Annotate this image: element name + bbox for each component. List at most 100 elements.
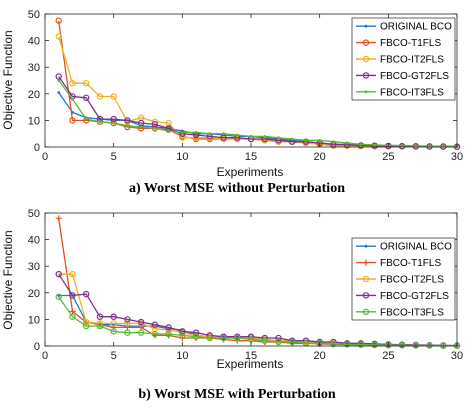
x-tick-label: 0 bbox=[42, 151, 48, 163]
data-point bbox=[55, 215, 62, 222]
legend-entry: FBCO-IT2FLS bbox=[356, 275, 444, 286]
chart-panel-a: a) Worst MSE without Perturbation Experi… bbox=[1, 9, 463, 196]
data-point bbox=[82, 79, 90, 87]
y-tick-label: 40 bbox=[28, 36, 40, 48]
legend-label: FBCO-T1FLS bbox=[380, 258, 441, 269]
data-point bbox=[82, 290, 90, 298]
data-point bbox=[263, 134, 267, 138]
data-point bbox=[359, 142, 363, 146]
y-axis-label-a: Objective Function bbox=[1, 30, 15, 129]
data-point bbox=[110, 324, 117, 331]
legend-marker bbox=[362, 39, 370, 46]
data-point bbox=[98, 120, 102, 124]
y-tick-label: 20 bbox=[28, 288, 40, 300]
data-point bbox=[84, 117, 88, 121]
data-point bbox=[234, 334, 241, 342]
data-point bbox=[96, 93, 104, 100]
legend-entry: FBCO-GT2FLS bbox=[356, 71, 449, 82]
data-point bbox=[112, 121, 116, 125]
data-point bbox=[277, 136, 280, 140]
legend-entry: FBCO-IT3FLS bbox=[356, 307, 444, 318]
legend-entry: FBCO-IT3FLS bbox=[356, 87, 444, 98]
legend-label: ORIGINAL BCO bbox=[380, 242, 452, 253]
data-point bbox=[373, 143, 376, 147]
x-axis-label-b: Experiments bbox=[217, 357, 284, 371]
legend-entry: FBCO-IT2FLS bbox=[356, 55, 444, 66]
data-point bbox=[179, 134, 186, 141]
data-point bbox=[192, 329, 200, 336]
y-tick-label: 0 bbox=[34, 142, 40, 154]
data-point bbox=[96, 313, 104, 320]
data-point bbox=[330, 340, 337, 348]
data-point bbox=[124, 316, 131, 323]
data-point bbox=[82, 94, 90, 101]
data-point bbox=[69, 308, 76, 315]
data-point bbox=[165, 330, 172, 338]
data-point bbox=[426, 342, 433, 349]
data-point bbox=[110, 320, 117, 327]
data-point bbox=[124, 329, 131, 336]
data-point bbox=[398, 342, 406, 349]
x-tick-label: 0 bbox=[42, 350, 48, 362]
y-tick-label: 20 bbox=[28, 89, 40, 101]
y-tick-label: 0 bbox=[34, 341, 40, 353]
data-point bbox=[124, 324, 131, 331]
data-point bbox=[165, 324, 172, 331]
data-point bbox=[249, 134, 253, 138]
legend-entry: FBCO-GT2FLS bbox=[356, 291, 449, 302]
legend-entry: ORIGINAL BCO bbox=[356, 242, 452, 253]
data-point bbox=[110, 313, 117, 320]
x-tick-label: 25 bbox=[382, 151, 394, 163]
x-tick-label: 5 bbox=[111, 350, 117, 362]
y-tick-label: 30 bbox=[28, 261, 40, 273]
legend-label: FBCO-GT2FLS bbox=[380, 291, 449, 302]
series-line bbox=[58, 80, 457, 147]
legend-marker bbox=[362, 55, 370, 63]
data-point bbox=[208, 132, 212, 136]
data-point bbox=[139, 125, 143, 129]
data-point bbox=[357, 142, 365, 149]
x-tick-label: 30 bbox=[451, 350, 463, 362]
x-tick-label: 20 bbox=[314, 350, 326, 362]
data-point bbox=[400, 144, 404, 148]
data-point bbox=[126, 124, 129, 128]
data-point bbox=[275, 338, 282, 346]
data-point bbox=[343, 341, 351, 348]
data-point bbox=[55, 17, 62, 24]
data-point bbox=[69, 79, 76, 87]
x-tick-label: 20 bbox=[314, 151, 326, 163]
data-point bbox=[151, 321, 159, 328]
legend-label: FBCO-IT2FLS bbox=[380, 275, 444, 286]
legend-entry: FBCO-T1FLS bbox=[356, 258, 441, 269]
data-point bbox=[82, 322, 90, 330]
legend-entry: FBCO-T1FLS bbox=[356, 38, 441, 49]
data-point bbox=[55, 33, 62, 40]
data-point bbox=[110, 328, 117, 335]
legend-marker bbox=[364, 90, 368, 94]
data-point bbox=[247, 336, 255, 343]
legend: ORIGINAL BCO FBCO-T1FLS FBCO-IT2FLS FBCO-GT… bbox=[351, 17, 456, 101]
data-point bbox=[57, 79, 61, 82]
data-point bbox=[412, 342, 419, 349]
legend-label: FBCO-IT3FLS bbox=[380, 87, 444, 98]
y-axis-label-b: Objective Function bbox=[1, 230, 15, 329]
data-point bbox=[151, 330, 159, 338]
x-tick-label: 15 bbox=[245, 350, 257, 362]
y-tick-label: 50 bbox=[28, 208, 40, 220]
data-point bbox=[138, 324, 145, 331]
data-point bbox=[124, 117, 131, 124]
x-tick-label: 30 bbox=[451, 151, 463, 163]
legend-label: FBCO-T1FLS bbox=[380, 38, 441, 49]
legend-label: FBCO-IT2FLS bbox=[380, 55, 444, 66]
y-tick-label: 10 bbox=[28, 115, 40, 127]
data-point bbox=[71, 97, 74, 101]
legend-marker bbox=[364, 24, 368, 28]
data-point bbox=[194, 130, 198, 134]
x-tick-label: 25 bbox=[382, 350, 394, 362]
data-point bbox=[206, 334, 213, 342]
data-point bbox=[55, 293, 62, 300]
y-tick-label: 10 bbox=[28, 314, 40, 326]
y-tick-label: 40 bbox=[28, 235, 40, 247]
x-tick-label: 15 bbox=[245, 151, 257, 163]
